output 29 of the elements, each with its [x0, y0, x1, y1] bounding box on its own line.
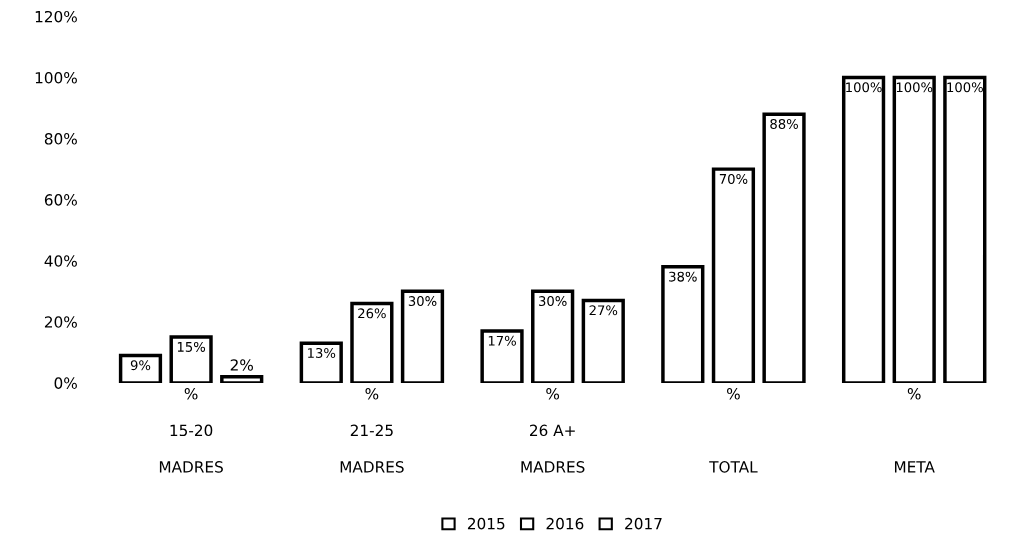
y-tick-label: 40%	[44, 255, 77, 267]
y-tick-label: 100%	[35, 71, 77, 84]
category-label: % 15-20 MADRES	[159, 388, 223, 473]
legend-label: 2017	[625, 517, 662, 530]
category-label: % 21-25 MADRES	[340, 388, 404, 473]
data-label: 100%	[846, 82, 882, 93]
data-label: 27%	[589, 305, 618, 316]
data-label: 88%	[770, 118, 798, 129]
y-tick-label: 20%	[44, 316, 77, 328]
data-label: 70%	[719, 173, 748, 184]
data-label: 15%	[177, 341, 206, 352]
data-label: 13%	[308, 348, 336, 358]
data-label: 2%	[230, 359, 253, 371]
y-tick-label: 60%	[44, 194, 77, 206]
data-label: 38%	[669, 271, 697, 282]
y-tick-label: 0%	[54, 377, 77, 389]
data-label: 17%	[488, 335, 516, 346]
data-label: 100%	[947, 82, 983, 93]
category-label: % TOTAL	[709, 388, 758, 473]
data-label: 30%	[539, 296, 567, 307]
data-label: 9%	[130, 360, 151, 371]
data-label: 30%	[408, 296, 437, 307]
category-label: % 26 A+ MADRES	[521, 388, 585, 473]
category-label: % META	[894, 388, 935, 473]
y-tick-label: 80%	[44, 133, 77, 145]
legend-label: 2016	[546, 517, 584, 530]
legend-label: 2015	[467, 517, 505, 530]
data-label: 26%	[358, 308, 386, 319]
y-tick-label: 120%	[35, 10, 77, 23]
